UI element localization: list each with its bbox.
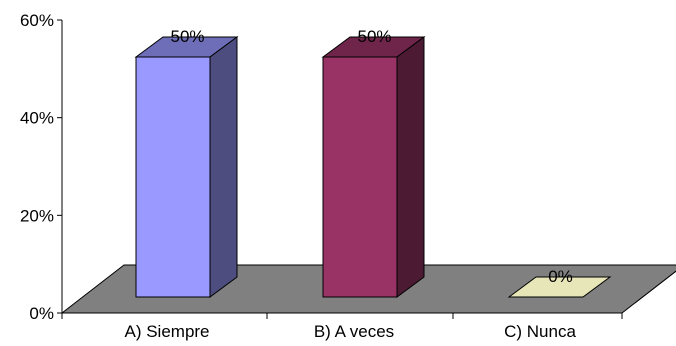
bar-side <box>209 36 238 298</box>
y-tick-label: 40% <box>20 109 54 128</box>
data-label: 50% <box>170 27 204 46</box>
x-tick-label: A) Siempre <box>124 322 209 341</box>
chart-bars <box>134 36 612 298</box>
x-tick-label: B) A veces <box>314 322 394 341</box>
bar <box>321 36 426 298</box>
bar <box>134 36 239 298</box>
y-tick-label: 60% <box>20 11 54 30</box>
data-label: 50% <box>357 27 391 46</box>
y-tick-label: 20% <box>20 206 54 225</box>
chart-axis-layer <box>57 19 623 319</box>
bar-side <box>396 36 425 298</box>
bar-top <box>507 276 612 298</box>
bar-front <box>322 56 398 298</box>
chart-labels: 0% 20% 40% 60% A) Siempre B) A veces C) Nunca 5… <box>20 11 576 341</box>
bar <box>507 276 612 298</box>
y-tick-label: 0% <box>29 304 54 323</box>
data-label: 0% <box>548 267 573 286</box>
x-tick-label: C) Nunca <box>504 322 576 341</box>
bar-front <box>135 56 211 298</box>
